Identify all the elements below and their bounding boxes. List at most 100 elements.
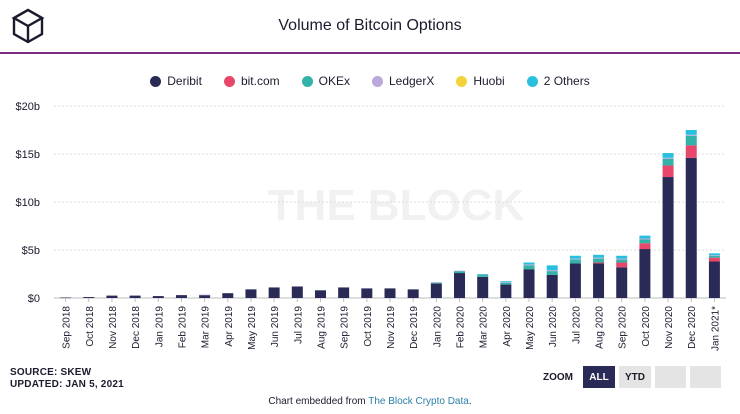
bar-segment[interactable] (639, 239, 651, 244)
bar-segment[interactable] (639, 235, 651, 239)
x-tick-label: Apr 2019 (224, 306, 235, 347)
x-tick-label: Jun 2019 (270, 306, 281, 348)
legend-swatch (223, 75, 235, 87)
bar-segment[interactable] (430, 283, 442, 298)
bar-segment[interactable] (477, 274, 489, 277)
bar-segment[interactable] (593, 257, 605, 259)
bar-segment[interactable] (268, 287, 280, 298)
legend-label: OKEx (318, 74, 350, 88)
legend-swatch (371, 75, 383, 87)
bar-segment[interactable] (593, 258, 605, 263)
bar-segment[interactable] (314, 290, 326, 298)
bar-segment[interactable] (199, 294, 211, 296)
source-text: SOURCE: SKEW (10, 367, 92, 378)
x-tick-label: Mar 2019 (201, 306, 212, 349)
bar-segment[interactable] (546, 274, 558, 298)
bar-segment[interactable] (338, 287, 350, 298)
bar-segment[interactable] (569, 263, 581, 298)
bar-segment[interactable] (500, 282, 512, 283)
bar-segment[interactable] (639, 249, 651, 298)
bar-segment[interactable] (523, 262, 535, 265)
bar-segment[interactable] (662, 153, 674, 158)
bar-segment[interactable] (129, 295, 141, 298)
zoom-all-button[interactable]: ALL (583, 366, 615, 388)
bar-segment[interactable] (662, 165, 674, 178)
zoom-ytd-button[interactable]: YTD (619, 366, 651, 388)
bar-segment[interactable] (708, 261, 720, 298)
bar-segment[interactable] (500, 284, 512, 298)
legend-item-huobi[interactable]: Huobi (456, 74, 505, 88)
x-tick-label: Jan 2020 (432, 306, 443, 348)
legend-item-bitcom[interactable]: bit.com (223, 74, 280, 88)
bar-segment[interactable] (685, 157, 697, 298)
bar-segment[interactable] (546, 271, 558, 275)
bar-segment[interactable] (60, 297, 72, 299)
bar-segment[interactable] (83, 297, 95, 298)
bar-segment[interactable] (662, 177, 674, 298)
bar-segment[interactable] (546, 265, 558, 271)
embed-link[interactable]: The Block Crypto Data (368, 396, 469, 407)
bar-segment[interactable] (662, 158, 674, 166)
bar-segment[interactable] (500, 282, 512, 285)
x-tick-label: Mar 2020 (479, 306, 490, 349)
bar-segment[interactable] (569, 259, 581, 264)
bar-segment[interactable] (175, 295, 187, 298)
bar-segment[interactable] (662, 157, 674, 159)
bar-segment[interactable] (616, 267, 628, 298)
bar-segment[interactable] (291, 286, 303, 298)
legend-item-deribit[interactable]: Deribit (150, 74, 202, 88)
bar-segment[interactable] (639, 243, 651, 250)
legend-swatch (526, 75, 538, 87)
bar-segment[interactable] (454, 271, 466, 274)
bar-segment[interactable] (616, 259, 628, 263)
bar-segment[interactable] (152, 296, 164, 298)
chart-footer-info: SOURCE: SKEW UPDATED: JAN 5, 2021 (10, 367, 124, 391)
bar-segment[interactable] (708, 253, 720, 256)
bar-segment[interactable] (477, 274, 489, 275)
bar-segment[interactable] (616, 255, 628, 259)
bar-segment[interactable] (523, 269, 535, 298)
x-tick-label: Sep 2019 (340, 306, 351, 349)
legend-label: bit.com (240, 74, 280, 88)
bar-segment[interactable] (569, 258, 581, 260)
x-tick-label: Dec 2019 (409, 306, 420, 349)
bar-segment[interactable] (685, 130, 697, 135)
bar-segment[interactable] (708, 255, 720, 256)
bar-chart: THE BLOCK $0 $5b $10b $15b $20b Sep 2018 Oct 20… (16, 101, 726, 351)
bar-segment[interactable] (708, 255, 720, 258)
bar-segment[interactable] (523, 264, 535, 266)
legend-item-okex[interactable]: OKEx (301, 74, 350, 88)
bar-segment[interactable] (593, 263, 605, 298)
bar-segment[interactable] (407, 289, 419, 298)
x-tick-label: Apr 2020 (502, 306, 513, 347)
bar-segment[interactable] (477, 276, 489, 298)
bar-segment[interactable] (546, 270, 558, 272)
bar-segment[interactable] (454, 270, 466, 272)
bar-segment[interactable] (639, 238, 651, 240)
bar-segment[interactable] (708, 257, 720, 262)
bar-segment[interactable] (593, 262, 605, 264)
bar-segment[interactable] (454, 273, 466, 298)
bar-segment[interactable] (616, 262, 628, 268)
bar-segment[interactable] (477, 274, 489, 276)
bar-segment[interactable] (685, 145, 697, 158)
bar-segment[interactable] (593, 254, 605, 258)
zoom-button-3[interactable] (655, 366, 686, 388)
bar-segment[interactable] (500, 281, 512, 283)
bar-segment[interactable] (222, 293, 234, 298)
bar-segment[interactable] (245, 289, 257, 298)
bar-segment[interactable] (430, 282, 442, 283)
bar-segment[interactable] (361, 288, 373, 298)
bar-segment[interactable] (685, 135, 697, 146)
bar-segment[interactable] (523, 265, 535, 270)
zoom-button-4[interactable] (690, 366, 721, 388)
legend-item-ledgerx[interactable]: LedgerX (371, 74, 434, 88)
bar-segment[interactable] (685, 134, 697, 136)
bar-segment[interactable] (384, 288, 396, 298)
bar-segment[interactable] (616, 258, 628, 260)
bar-segment[interactable] (430, 282, 442, 284)
bar-segment[interactable] (106, 295, 118, 298)
legend-item-others[interactable]: 2 Others (526, 74, 590, 88)
bar-segment[interactable] (199, 295, 211, 298)
bar-segment[interactable] (569, 255, 581, 259)
